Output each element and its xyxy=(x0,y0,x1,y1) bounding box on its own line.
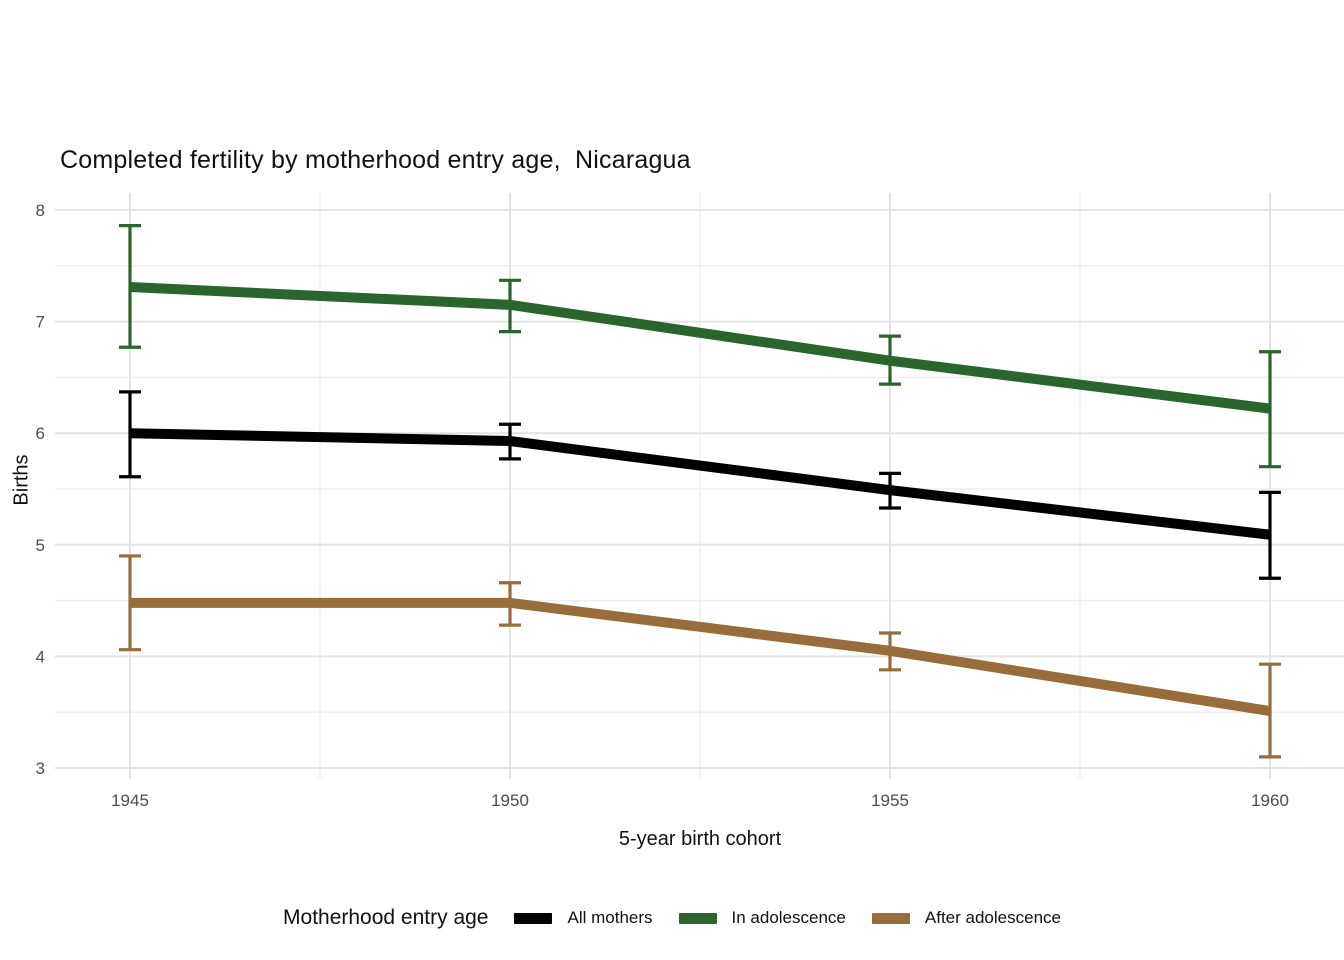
legend: Motherhood entry age All mothers In adol… xyxy=(0,906,1344,930)
legend-title: Motherhood entry age xyxy=(283,906,489,929)
legend-item-after-adolescence: After adolescence xyxy=(871,908,1061,928)
legend-swatch-in-adolescence xyxy=(678,912,717,924)
chart-canvas: 3 4 5 6 7 8 1945 1950 1955 1960 xyxy=(36,193,1344,810)
y-axis-title: Births xyxy=(10,454,33,506)
series-line-in-adolescence xyxy=(129,282,1271,414)
x-axis-title: 5-year birth cohort xyxy=(618,828,782,850)
x-tick-label: 1945 xyxy=(111,791,149,810)
legend-label: All mothers xyxy=(567,908,653,927)
y-tick-label: 8 xyxy=(36,201,45,220)
legend-label: In adolescence xyxy=(731,908,846,927)
legend-swatch-all-mothers xyxy=(514,912,553,924)
legend-label: After adolescence xyxy=(924,908,1061,927)
chart-title: Completed fertility by motherhood entry … xyxy=(60,146,691,174)
series-line-all-mothers xyxy=(129,428,1271,540)
y-tick-label: 7 xyxy=(36,313,45,332)
series-line-after-adolescence xyxy=(130,597,1271,717)
x-tick-label: 1950 xyxy=(491,791,529,810)
legend-item-all-mothers: All mothers xyxy=(514,908,653,928)
x-tick-label: 1960 xyxy=(1251,791,1289,810)
y-tick-label: 3 xyxy=(36,759,45,778)
legend-item-in-adolescence: In adolescence xyxy=(678,908,846,928)
y-tick-label: 5 xyxy=(36,536,45,555)
legend-swatch-after-adolescence xyxy=(871,912,910,924)
x-tick-label: 1955 xyxy=(871,791,909,810)
y-tick-label: 4 xyxy=(36,647,45,666)
y-tick-label: 6 xyxy=(36,424,45,443)
